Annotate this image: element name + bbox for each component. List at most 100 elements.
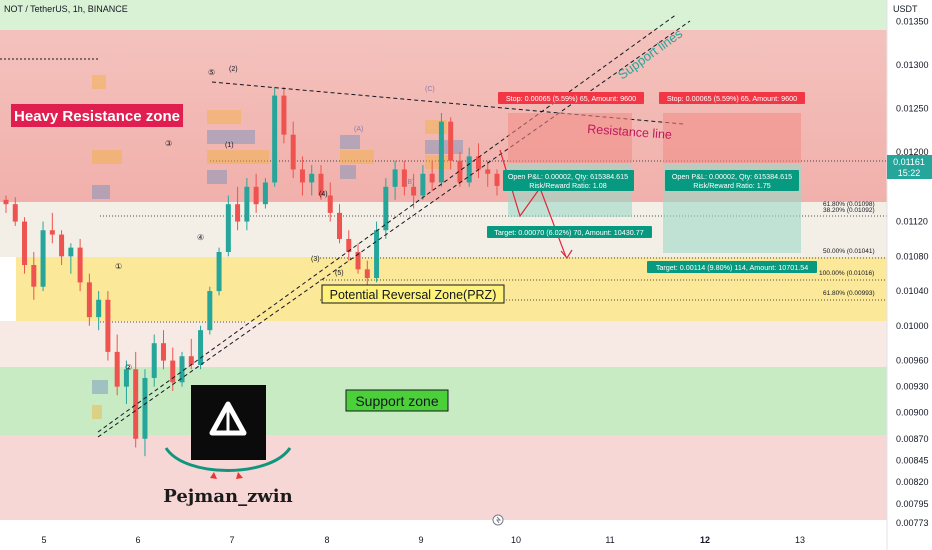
candle-body bbox=[188, 356, 194, 365]
candles bbox=[3, 86, 500, 457]
candle bbox=[438, 112, 444, 187]
trade-2-stop-tag[interactable]: Stop: 0.00065 (5.59%) 65, Amount: 9600 bbox=[659, 92, 805, 104]
candle-body bbox=[475, 156, 481, 170]
volume-profile-bar bbox=[92, 380, 108, 394]
lower-neutral-band bbox=[0, 321, 887, 367]
candle bbox=[262, 178, 268, 209]
candle bbox=[253, 173, 259, 213]
candle-body bbox=[327, 195, 333, 213]
candle bbox=[457, 152, 463, 187]
wave-label: (C) bbox=[425, 86, 435, 93]
trade-1-stop-tag[interactable]: Stop: 0.00065 (5.59%) 65, Amount: 9600 bbox=[498, 92, 644, 104]
candle-body bbox=[179, 356, 185, 383]
last-price-tag[interactable]: 0.01161 15:22 bbox=[887, 155, 932, 179]
lightning-icon bbox=[496, 516, 502, 524]
candle-body bbox=[253, 186, 259, 205]
candle bbox=[392, 160, 398, 200]
svg-text:Support zone: Support zone bbox=[355, 393, 438, 409]
candle-body bbox=[346, 238, 352, 252]
candle bbox=[68, 243, 74, 274]
trade-1-target-tag[interactable]: Target: 0.00070 (6.02%) 70, Amount: 1043… bbox=[487, 226, 652, 238]
bottom-band bbox=[0, 435, 887, 520]
candle-body bbox=[235, 204, 241, 222]
candle bbox=[96, 291, 102, 331]
candle-body bbox=[411, 186, 417, 196]
warning-icon bbox=[209, 401, 247, 436]
candle-body bbox=[59, 234, 65, 257]
fib-label: 61.80% (0.01098) bbox=[823, 201, 875, 208]
symbol-header[interactable]: NOT / TetherUS, 1h, BINANCE bbox=[4, 4, 128, 14]
countdown-timer: 15:22 bbox=[898, 168, 921, 178]
trade-2-pnl-tag[interactable]: Open P&L: 0.00002, Qty: 615384.615 Risk/… bbox=[665, 170, 799, 191]
candle-body bbox=[309, 173, 315, 183]
trade-2-target-tag[interactable]: Target: 0.00114 (9.80%) 114, Amount: 107… bbox=[647, 261, 817, 273]
x-tick-label: 12 bbox=[700, 535, 710, 545]
wave-labels: ⑤ (2) ③ (1) ④ ① ② (3) (4) (5) (A) (B) (C… bbox=[115, 66, 435, 372]
support-line-upper[interactable] bbox=[97, 13, 678, 433]
candle-body bbox=[68, 247, 74, 257]
x-tick-label: 5 bbox=[41, 535, 46, 545]
candle-body bbox=[485, 169, 491, 174]
candle bbox=[160, 330, 166, 370]
candle bbox=[327, 182, 333, 222]
y-tick-label: 0.00795 bbox=[896, 499, 929, 509]
candle bbox=[429, 160, 435, 192]
candle-body bbox=[123, 369, 129, 387]
candle-body bbox=[170, 360, 176, 383]
trade-1-target-text: Target: 0.00070 (6.02%) 70, Amount: 1043… bbox=[494, 228, 643, 237]
candle-body bbox=[272, 95, 278, 183]
trade-1-pnl-tag[interactable]: Open P&L: 0.00002, Qty: 615384.615 Risk/… bbox=[503, 170, 634, 191]
candle-body bbox=[160, 343, 166, 361]
volume-profile-bar bbox=[207, 130, 255, 144]
candle-body bbox=[448, 121, 454, 161]
volume-profile-bar bbox=[340, 150, 374, 164]
y-tick-label: 0.00930 bbox=[896, 382, 929, 392]
candle-body bbox=[392, 169, 398, 187]
candle-body bbox=[225, 204, 231, 252]
wave-label: (5) bbox=[335, 270, 344, 277]
volume-profile-bar bbox=[92, 405, 102, 419]
time-axis[interactable] bbox=[0, 530, 932, 550]
candle bbox=[216, 247, 222, 296]
prz-label: Potential Reversal Zone(PRZ) bbox=[321, 284, 505, 304]
candle bbox=[346, 230, 352, 261]
heavy-resistance-label: Heavy Resistance zone bbox=[11, 104, 183, 127]
top-support-band bbox=[0, 0, 887, 30]
trade-2-target-text: Target: 0.00114 (9.80%) 114, Amount: 107… bbox=[656, 263, 808, 272]
candle-body bbox=[12, 204, 18, 222]
trade-1-pnl-text: Open P&L: 0.00002, Qty: 615384.615 bbox=[508, 172, 628, 181]
candle-body bbox=[49, 230, 55, 235]
candle bbox=[40, 221, 46, 292]
candle bbox=[133, 351, 139, 448]
support-zone-label: Support zone bbox=[345, 389, 449, 412]
fib-label: 50.00% (0.01041) bbox=[823, 248, 875, 255]
fib-label: 61.80% (0.00993) bbox=[823, 290, 875, 297]
volume-profile-bar bbox=[340, 165, 356, 179]
candle-body bbox=[355, 251, 361, 270]
y-tick-label: 0.01000 bbox=[896, 321, 929, 331]
candle bbox=[3, 195, 9, 213]
fib-label: 38.20% (0.01092) bbox=[823, 207, 875, 214]
candle-body bbox=[133, 369, 139, 439]
y-tick-label: 0.00870 bbox=[896, 434, 929, 444]
wave-label: (A) bbox=[354, 126, 363, 133]
author-name: Pejman_zwin bbox=[163, 486, 292, 507]
y-tick-label: 0.00820 bbox=[896, 477, 929, 487]
candle bbox=[337, 204, 343, 244]
candle-body bbox=[429, 173, 435, 183]
candle bbox=[401, 160, 407, 196]
candle-body bbox=[337, 212, 343, 239]
y-tick-label: 0.01350 bbox=[896, 17, 929, 27]
price-axis-unit[interactable]: USDT bbox=[893, 4, 918, 14]
candle-body bbox=[438, 121, 444, 183]
candle-body bbox=[96, 299, 102, 318]
price-axis[interactable] bbox=[887, 0, 932, 550]
support-line-lower[interactable] bbox=[97, 20, 691, 438]
x-tick-label: 8 bbox=[324, 535, 329, 545]
wave-label: (B) bbox=[405, 179, 414, 186]
svg-text:Potential Reversal Zone(PRZ): Potential Reversal Zone(PRZ) bbox=[330, 288, 497, 302]
y-tick-label: 0.00900 bbox=[896, 408, 929, 418]
candle-body bbox=[31, 265, 37, 287]
candle bbox=[114, 334, 120, 396]
